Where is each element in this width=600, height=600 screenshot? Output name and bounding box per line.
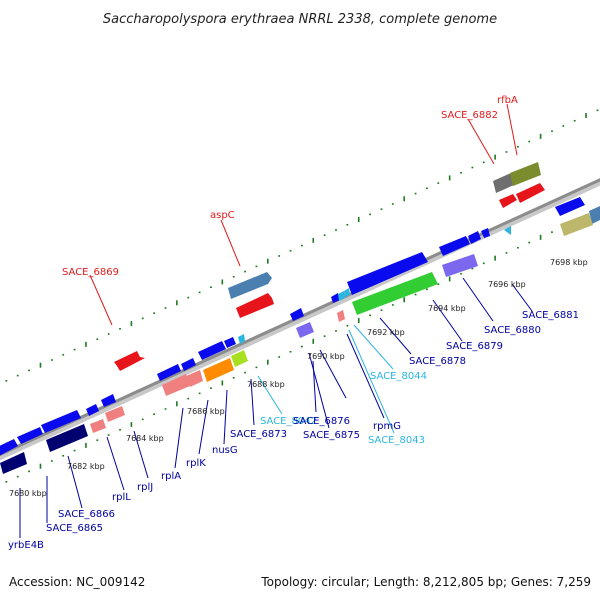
feature-blue-7[interactable]: [181, 358, 196, 371]
gene-label-sace-6866[interactable]: SACE_6866: [58, 509, 115, 520]
gene-label-rplk[interactable]: rplK: [186, 458, 206, 469]
lower-gene-labels: yrbE4B SACE_6865 SACE_6866 rplL rplJ rpl…: [8, 310, 579, 551]
feature-pink-4[interactable]: [186, 370, 203, 387]
feature-blue-12[interactable]: [347, 252, 428, 295]
feature-blue-4[interactable]: [86, 404, 99, 416]
feature-blue-6[interactable]: [157, 364, 181, 381]
feature-navy-1[interactable]: [0, 452, 27, 474]
kbp-label: 7690 kbp: [307, 352, 345, 361]
feature-blue-8[interactable]: [198, 341, 226, 360]
feature-blue-3[interactable]: [41, 410, 81, 433]
gene-label-sace-6879[interactable]: SACE_6879: [446, 341, 503, 352]
feature-cyan-1[interactable]: [238, 334, 245, 344]
upper-gene-labels: SACE_6869 aspC SACE_6882 rfbA: [62, 95, 518, 278]
feature-blue-10[interactable]: [290, 308, 304, 321]
feature-red-small[interactable]: [499, 194, 517, 208]
feature-navy-2[interactable]: [46, 424, 88, 452]
gene-label-rplj[interactable]: rplJ: [137, 482, 153, 493]
gene-label-sace-6881[interactable]: SACE_6881: [522, 310, 579, 321]
gene-label-rpll[interactable]: rplL: [112, 492, 131, 503]
feature-sace-6869[interactable]: [114, 351, 145, 371]
kbp-label: 7684 kbp: [126, 434, 164, 443]
feature-cyan-2[interactable]: [338, 291, 345, 301]
gene-label-sace-8044[interactable]: SACE_8044: [370, 371, 427, 382]
feature-khaki[interactable]: [560, 213, 593, 236]
feature-green[interactable]: [352, 272, 438, 315]
genome-summary-text: Topology: circular; Length: 8,212,805 bp…: [260, 575, 591, 589]
feature-blue-5[interactable]: [101, 394, 116, 407]
gene-label-sace-6873[interactable]: SACE_6873: [230, 429, 287, 440]
feature-blue-11[interactable]: [331, 293, 340, 303]
accession-text: Accession: NC_009142: [9, 575, 145, 589]
gene-label-aspc[interactable]: aspC: [210, 210, 235, 221]
feature-blue-9[interactable]: [224, 337, 236, 348]
gene-label-nusg[interactable]: nusG: [212, 445, 238, 456]
gene-label-sace-6882[interactable]: SACE_6882: [441, 110, 498, 121]
leader-lines: [19, 103, 533, 538]
gene-label-rpmg[interactable]: rpmG: [373, 421, 401, 432]
map-title: Saccharopolyspora erythraea NRRL 2338, c…: [103, 12, 497, 27]
feature-lime[interactable]: [231, 350, 248, 367]
feature-lavender-1[interactable]: [296, 322, 314, 338]
feature-blue-2[interactable]: [17, 427, 43, 444]
kbp-label: 7682 kbp: [67, 462, 105, 471]
kbp-label: 7688 kbp: [247, 380, 285, 389]
feature-blue-17[interactable]: [589, 206, 600, 224]
kbp-label: 7694 kbp: [428, 304, 466, 313]
gene-label-sace-8043[interactable]: SACE_8043: [368, 435, 425, 446]
feature-blue-1[interactable]: [0, 439, 18, 456]
feature-rfba[interactable]: [510, 162, 541, 186]
feature-cyan-4[interactable]: [504, 226, 511, 235]
gene-label-sace-6869[interactable]: SACE_6869: [62, 267, 119, 278]
feature-blue-16[interactable]: [555, 197, 585, 216]
feature-pink-1[interactable]: [90, 419, 106, 433]
gene-label-rfba[interactable]: rfbA: [497, 95, 518, 106]
kbp-label: 7686 kbp: [187, 407, 225, 416]
feature-sace-6882[interactable]: [493, 173, 514, 193]
kbp-label: 7696 kbp: [488, 280, 526, 289]
feature-blue-13[interactable]: [439, 236, 470, 256]
gene-label-sace-6865[interactable]: SACE_6865: [46, 523, 103, 534]
feature-red-right[interactable]: [516, 183, 545, 203]
tick-tracks: [5, 109, 599, 483]
gene-label-sace-6876[interactable]: SACE_6876: [293, 416, 350, 427]
feature-pink-2[interactable]: [105, 406, 125, 422]
gene-label-sace-6875[interactable]: SACE_6875: [303, 430, 360, 441]
gene-label-sace-8042[interactable]: SACE_8042: [260, 416, 317, 427]
feature-orange[interactable]: [203, 358, 234, 382]
kbp-scale-labels: 7680 kbp 7682 kbp 7684 kbp 7686 kbp 7688…: [9, 258, 588, 498]
feature-cyan-3[interactable]: [344, 288, 350, 297]
feature-blue-15[interactable]: [481, 228, 490, 238]
gene-features: [0, 162, 600, 474]
gene-label-yrbe4b[interactable]: yrbE4B: [8, 540, 44, 551]
feature-pink-5[interactable]: [337, 310, 345, 322]
kbp-label: 7692 kbp: [367, 328, 405, 337]
feature-blue-14[interactable]: [468, 231, 481, 244]
kbp-label: 7680 kbp: [9, 489, 47, 498]
feature-pink-3[interactable]: [162, 374, 190, 396]
gene-label-sace-6878[interactable]: SACE_6878: [409, 356, 466, 367]
gene-label-rpla[interactable]: rplA: [161, 471, 181, 482]
feature-aspc-upper[interactable]: [228, 272, 272, 299]
feature-lavender-2[interactable]: [442, 254, 478, 277]
feature-aspc[interactable]: [236, 293, 274, 318]
kbp-label: 7698 kbp: [550, 258, 588, 267]
gene-label-sace-6880[interactable]: SACE_6880: [484, 325, 541, 336]
